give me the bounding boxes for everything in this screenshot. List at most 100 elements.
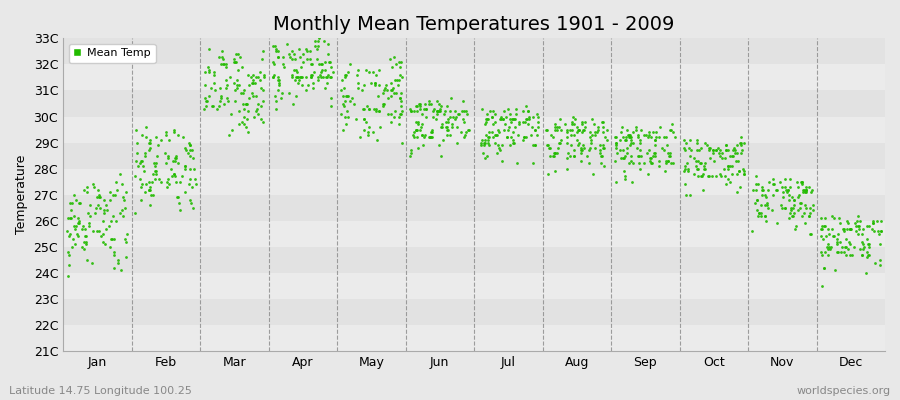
Point bbox=[385, 87, 400, 94]
Point bbox=[78, 241, 93, 248]
Point bbox=[713, 152, 727, 159]
Point bbox=[565, 121, 580, 128]
Point bbox=[283, 53, 297, 60]
Point bbox=[60, 249, 75, 255]
Point bbox=[142, 145, 157, 151]
Point bbox=[481, 116, 495, 122]
Point bbox=[374, 124, 388, 130]
Point bbox=[76, 226, 90, 232]
Point bbox=[418, 106, 433, 112]
Point bbox=[646, 152, 661, 159]
Point bbox=[320, 72, 335, 78]
Point bbox=[731, 158, 745, 164]
Point bbox=[613, 137, 627, 143]
Point bbox=[254, 103, 268, 109]
Point bbox=[183, 197, 197, 203]
Point bbox=[142, 178, 157, 185]
Point bbox=[423, 134, 437, 140]
Point bbox=[440, 118, 454, 125]
Point bbox=[104, 189, 118, 195]
Point bbox=[434, 152, 448, 159]
Point bbox=[213, 95, 228, 102]
Point bbox=[716, 166, 731, 172]
Point bbox=[272, 82, 286, 88]
Point bbox=[65, 244, 79, 250]
Point bbox=[64, 215, 78, 221]
Point bbox=[841, 218, 855, 224]
Point bbox=[618, 137, 633, 143]
Point bbox=[147, 160, 161, 167]
Point bbox=[484, 129, 499, 135]
Point bbox=[335, 77, 349, 83]
Point bbox=[311, 38, 326, 44]
Point bbox=[96, 210, 111, 216]
Point bbox=[176, 134, 190, 140]
Point bbox=[247, 77, 261, 83]
Point bbox=[616, 134, 630, 140]
Point bbox=[818, 223, 832, 229]
Point bbox=[66, 199, 80, 206]
Point bbox=[859, 270, 873, 276]
Point bbox=[659, 160, 673, 167]
Point bbox=[221, 132, 236, 138]
Point bbox=[495, 142, 509, 148]
Point bbox=[647, 152, 662, 159]
Point bbox=[208, 87, 222, 94]
Point bbox=[505, 116, 519, 122]
Point bbox=[765, 207, 779, 214]
Point bbox=[334, 111, 348, 117]
Point bbox=[415, 111, 429, 117]
Point bbox=[315, 66, 329, 73]
Point bbox=[801, 184, 815, 190]
Point bbox=[767, 181, 781, 188]
Point bbox=[715, 155, 729, 162]
Point bbox=[182, 140, 196, 146]
Point bbox=[596, 118, 610, 125]
Point bbox=[407, 129, 421, 135]
Point bbox=[103, 244, 117, 250]
Bar bbox=[63, 247, 885, 273]
Point bbox=[93, 204, 107, 211]
Point bbox=[662, 150, 677, 156]
Point bbox=[76, 238, 91, 245]
Point bbox=[552, 140, 566, 146]
Point bbox=[718, 147, 733, 154]
Point bbox=[717, 173, 732, 180]
Point bbox=[440, 132, 454, 138]
Point bbox=[361, 129, 375, 135]
Point bbox=[166, 171, 181, 177]
Point bbox=[107, 236, 122, 242]
Point bbox=[564, 118, 579, 125]
Point bbox=[560, 129, 574, 135]
Point bbox=[787, 197, 801, 203]
Point bbox=[756, 186, 770, 193]
Point bbox=[548, 168, 562, 174]
Point bbox=[497, 108, 511, 114]
Point bbox=[443, 113, 457, 120]
Point bbox=[450, 124, 464, 130]
Point bbox=[631, 134, 645, 140]
Point bbox=[197, 106, 211, 112]
Point bbox=[837, 249, 851, 255]
Point bbox=[308, 43, 322, 49]
Point bbox=[433, 106, 447, 112]
Point bbox=[485, 121, 500, 128]
Point bbox=[418, 132, 432, 138]
Point bbox=[476, 142, 491, 148]
Point bbox=[395, 140, 410, 146]
Point bbox=[758, 212, 772, 219]
Point bbox=[228, 87, 242, 94]
Point bbox=[312, 72, 327, 78]
Point bbox=[277, 64, 292, 70]
Point bbox=[614, 155, 628, 162]
Point bbox=[106, 212, 121, 219]
Point bbox=[369, 108, 383, 114]
Point bbox=[816, 264, 831, 271]
Point bbox=[365, 129, 380, 135]
Point bbox=[754, 192, 769, 198]
Point bbox=[504, 134, 518, 140]
Point bbox=[288, 77, 302, 83]
Point bbox=[597, 163, 611, 169]
Point bbox=[232, 82, 247, 88]
Point bbox=[141, 147, 156, 154]
